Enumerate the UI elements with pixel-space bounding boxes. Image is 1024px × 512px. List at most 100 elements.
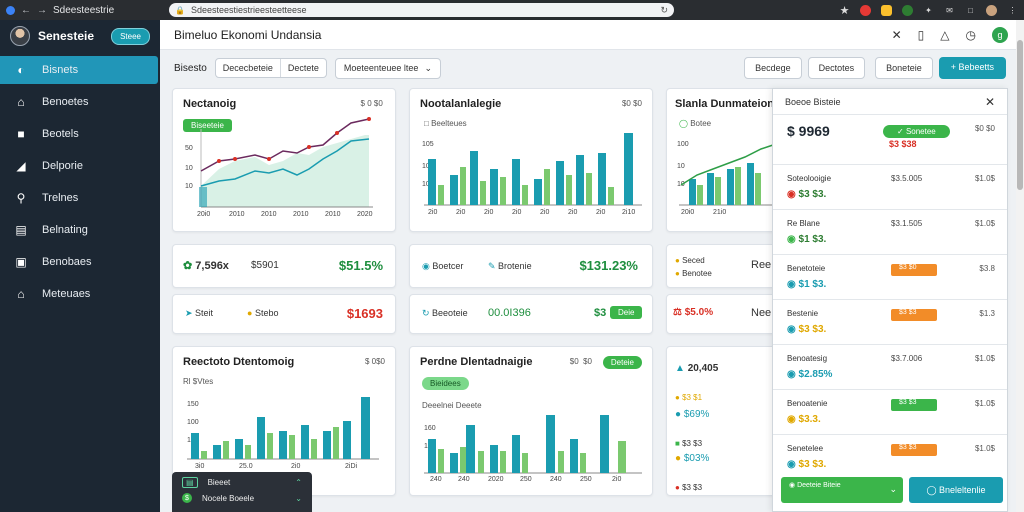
summary-sub: $3 $38 <box>889 139 917 149</box>
sidebar-item-document[interactable]: ▤ Belnating <box>0 216 160 244</box>
list-item[interactable]: Re Blane ◉ $1 $3. $3.1.505 $1.0$ <box>773 210 1007 255</box>
grammar-icon[interactable] <box>902 4 913 16</box>
panel-select-label: Deeteie Biteie <box>797 482 841 489</box>
panel-select-button[interactable]: ◉ Deeteie Biteie ⌄ <box>781 477 903 503</box>
page-title: Bimeluo Ekonomi Undansia <box>174 27 322 42</box>
reload-icon[interactable]: ↻ <box>660 4 668 15</box>
list-item[interactable]: Benetoteie ◉ $1 $3. $3 $0 $3.8 <box>773 255 1007 300</box>
brand-pill-button[interactable]: Steee <box>111 27 150 45</box>
sidebar-item-briefcase[interactable]: ■ Beotels <box>0 120 160 148</box>
sidebar-item-home[interactable]: ⌂ Benoetes <box>0 88 160 116</box>
lock-icon: 🔒 <box>175 5 185 15</box>
item-name: Benoatesig <box>787 354 828 363</box>
y-tick-label: 10 <box>422 181 430 188</box>
chevron-down-icon: ⌄ <box>424 62 432 73</box>
x-tick-label: 250 <box>580 476 592 483</box>
card-title: Nootalanlalegie <box>420 98 502 110</box>
action-button[interactable]: Boneteie <box>875 57 933 79</box>
sidebar-item-label: Trelnes <box>42 192 79 204</box>
combo-chart <box>679 144 777 206</box>
forward-arrow-icon[interactable]: → <box>37 4 47 16</box>
item-name: Soteolooigie <box>787 174 832 183</box>
bar-chart <box>187 397 379 460</box>
x-tick-label: 2i10 <box>622 209 636 216</box>
x-tick-label: 2020 <box>357 211 373 218</box>
scale-icon: ⚖ <box>673 307 685 318</box>
stat-card: ↻ Beeoteie 00.0I396 $3 Deie <box>409 294 653 334</box>
panel-action-button[interactable]: ◯ Bneleltenlie <box>909 477 1003 503</box>
sidebar-item-book[interactable]: ▣ Benobaes <box>0 248 160 276</box>
bookmark-icon[interactable] <box>881 4 892 16</box>
sidebar-item-label: Benobaes <box>42 256 92 268</box>
legend-label: ◯ Botee <box>679 119 712 128</box>
window-icon[interactable]: □ <box>968 5 973 15</box>
status-badge[interactable]: Deteie <box>602 356 642 369</box>
sidebar-item-dashboard[interactable]: ◐ Bisnets <box>0 56 158 84</box>
sidebar-item-chart[interactable]: ◢ Delporie <box>0 152 160 180</box>
list-value: ▲ 20,405 <box>675 363 719 374</box>
x-tick-label: 2i0 <box>456 209 466 216</box>
filter-chip[interactable]: Bieidees <box>422 377 469 390</box>
x-tick-label: 2i0 <box>512 209 522 216</box>
coin-icon: ◉ <box>787 234 799 245</box>
address-bar[interactable]: 🔒 Sdeesteestiestrieesteetteese ↻ <box>169 3 674 17</box>
period-select[interactable]: Moeteenteuee ltee ⌄ <box>334 57 441 79</box>
summary-right: $0 $0 <box>974 124 995 133</box>
stat-value: Nee <box>751 307 772 319</box>
sidebar-item-house-user[interactable]: ⌂ Meteuaes <box>0 280 160 308</box>
user-status-icon[interactable]: g <box>992 26 1008 43</box>
briefcase-icon: ■ <box>17 127 25 141</box>
avatar[interactable] <box>10 26 30 46</box>
feather-icon[interactable]: ✦ <box>925 5 932 15</box>
star-icon[interactable]: ★ <box>839 4 850 17</box>
close-icon[interactable]: ✕ <box>984 94 995 109</box>
list-item[interactable]: Senetelee ◉ $3 $3. $3 $3 $1.0$ <box>773 435 1007 480</box>
clock-icon[interactable]: ◷ <box>965 27 976 42</box>
x-tick-label: 3i0 <box>195 463 205 470</box>
plus-icon: + <box>950 62 959 72</box>
sidebar-item-search[interactable]: ⚲ Trelnes <box>0 184 160 212</box>
action-button[interactable]: Becdege <box>744 57 802 79</box>
item-value: ◉ $3 $3. <box>787 324 827 335</box>
scrollbar-thumb[interactable] <box>1017 40 1023 190</box>
period-select-value: Moeteenteuee ltee <box>343 62 419 73</box>
popup-label: Nocele Boeele <box>202 493 255 503</box>
item-right: $1.0$ <box>974 399 995 408</box>
chart-card: Slanla Dunmateion ◯ Botee 100 10 10 20i0… <box>666 88 786 232</box>
record-icon[interactable] <box>860 4 871 16</box>
page-scrollbar[interactable] <box>1016 20 1024 512</box>
menu-dots-icon[interactable]: ⋮ <box>1008 5 1017 15</box>
bell-icon[interactable]: △ <box>940 27 950 42</box>
stat-big-value: $131.23% <box>579 258 638 273</box>
status-badge: $3 $3 <box>891 444 937 456</box>
chevron-down-icon: ⌄ <box>889 484 897 494</box>
item-name: Benoatenie <box>787 399 828 408</box>
primary-button[interactable]: + Bebeetts <box>938 57 1006 79</box>
panel-summary: $ 9969 $3 $38 ✓ Sonetee $0 $0 <box>773 115 1007 165</box>
profile-icon[interactable] <box>986 4 997 16</box>
x-tick-label: 2i0 <box>428 209 438 216</box>
legend-label: □ Beelteues <box>424 119 467 128</box>
stat-label: ◉ Boetcer <box>422 261 464 271</box>
close-icon[interactable]: ✕ <box>891 27 902 42</box>
popup-row[interactable]: $ Nocele Boeele ⌄ <box>172 488 312 503</box>
coin-icon: ● <box>675 393 683 402</box>
clipboard-icon[interactable]: ▯ <box>917 27 925 42</box>
list-item[interactable]: Benoatenie ◉ $3.3. $3 $3 $1.0$ <box>773 390 1007 435</box>
browser-tab-title[interactable]: Sdeesteestrie <box>53 4 115 16</box>
filter-button[interactable]: Dectete <box>279 59 326 77</box>
list-item[interactable]: Soteolooigie ◉ $3 $3. $3.5.005 $1.0$ <box>773 165 1007 210</box>
filter-button[interactable]: Dececbeteie <box>222 63 273 73</box>
list-item[interactable]: Benoatesig ◉ $2.85% $3.7.006 $1.0$ <box>773 345 1007 390</box>
check-icon: ✓ <box>897 127 906 136</box>
list-item[interactable]: Bestenie ◉ $3 $3. $3 $3 $1.3 <box>773 300 1007 345</box>
item-right: $1.0$ <box>974 174 995 183</box>
x-tick-label: 240 <box>458 476 470 483</box>
stat-value: $5901 <box>251 260 279 271</box>
popup-row[interactable]: ▤ Bieeet ⌃ <box>172 472 312 488</box>
browser-logo-icon <box>6 5 15 15</box>
action-button[interactable]: Dectotes <box>807 57 866 79</box>
list-value: ● $03% <box>675 453 710 464</box>
mail-icon[interactable]: ✉ <box>946 5 953 15</box>
back-arrow-icon[interactable]: ← <box>21 4 31 16</box>
